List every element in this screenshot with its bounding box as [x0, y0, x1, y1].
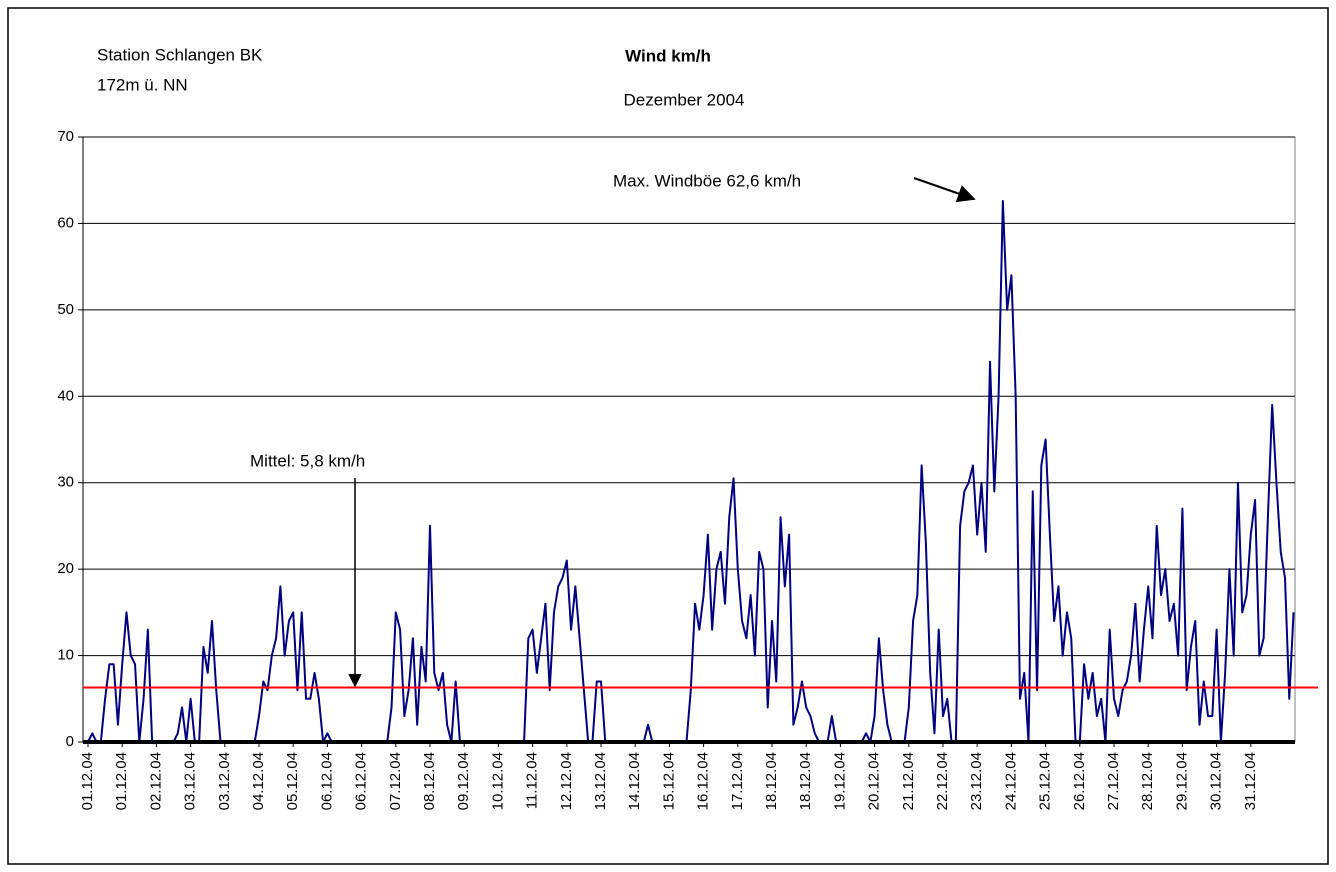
x-tick-label: 01.12.04: [113, 752, 130, 810]
x-tick-label: 11.12.04: [524, 752, 541, 809]
x-tick-label: 02.12.04: [147, 752, 164, 810]
x-tick-label: 27.12.04: [1105, 752, 1122, 810]
x-tick-label: 20.12.04: [866, 752, 883, 810]
x-tick-label: 18.12.04: [763, 752, 780, 810]
max-annotation: Max. Windböe 62,6 km/h: [613, 171, 801, 190]
y-tick-label: 30: [57, 474, 74, 491]
plot-area: [82, 136, 1296, 743]
x-tick-label: 14.12.04: [626, 752, 643, 810]
x-tick-label: 30.12.04: [1208, 752, 1225, 810]
x-tick-label: 03.12.04: [182, 752, 199, 810]
max-arrow: [913, 177, 976, 203]
station-altitude: 172m ü. NN: [97, 75, 188, 94]
x-tick-label: 31.12.04: [1242, 752, 1259, 810]
x-tick-label: 08.12.04: [421, 752, 438, 810]
station-name: Station Schlangen BK: [97, 45, 263, 64]
x-tick-label: 01.12.04: [79, 752, 96, 810]
x-tick-label: 25.12.04: [1037, 752, 1054, 810]
x-tick-label: 22.12.04: [934, 752, 951, 810]
x-tick-label: 13.12.04: [592, 752, 609, 810]
x-tick-label: 12.12.04: [558, 752, 575, 810]
x-tick-label: 28.12.04: [1139, 752, 1156, 810]
y-tick-label: 40: [57, 387, 74, 404]
x-tick-label: 17.12.04: [729, 752, 746, 810]
x-tick-label: 06.12.04: [353, 752, 370, 810]
x-tick-label: 26.12.04: [1071, 752, 1088, 810]
x-tick-label: 04.12.04: [250, 752, 267, 810]
x-tick-label: 24.12.04: [1002, 752, 1019, 810]
y-tick-label: 10: [57, 647, 74, 664]
data-line: [87, 199, 1295, 743]
x-tick-label: 15.12.04: [660, 752, 677, 810]
y-tick-label: 20: [57, 560, 74, 577]
x-tick-label: 06.12.04: [318, 752, 335, 810]
y-tick-label: 70: [57, 128, 74, 145]
x-tick-label: 09.12.04: [455, 752, 472, 810]
x-tick-label: 03.12.04: [216, 752, 233, 810]
x-tick-label: 21.12.04: [900, 752, 917, 810]
y-tick-label: 50: [57, 301, 74, 318]
chart-title: Wind km/h: [625, 46, 711, 65]
y-tick-label: 60: [57, 214, 74, 231]
x-tick-label: 19.12.04: [831, 752, 848, 810]
x-tick-label: 07.12.04: [387, 752, 404, 810]
x-tick-label: 29.12.04: [1173, 752, 1190, 810]
mean-annotation: Mittel: 5,8 km/h: [250, 451, 365, 470]
x-tick-label: 16.12.04: [695, 752, 712, 810]
x-tick-label: 05.12.04: [284, 752, 301, 810]
x-tick-label: 18.12.04: [797, 752, 814, 810]
x-tick-label: 10.12.04: [489, 752, 506, 810]
chart-subtitle: Dezember 2004: [624, 90, 745, 109]
x-tick-label: 23.12.04: [968, 752, 985, 810]
y-tick-label: 0: [66, 733, 74, 750]
